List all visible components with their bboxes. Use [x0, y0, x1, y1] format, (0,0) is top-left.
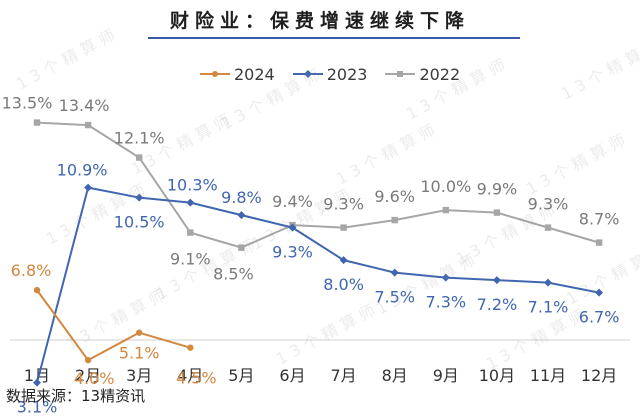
- data-label-2023: 9.3%: [272, 243, 313, 262]
- data-label-2024: 4.5%: [176, 369, 217, 388]
- x-tick-label: 3月: [126, 366, 152, 385]
- legend-item-2022: 2022: [385, 65, 460, 84]
- data-label-2023: 7.3%: [425, 293, 466, 312]
- point-2023: [544, 278, 552, 287]
- legend-swatch-2024: [200, 71, 230, 77]
- data-label-2022: 9.9%: [477, 180, 518, 199]
- point-2023: [339, 256, 348, 265]
- data-label-2023: 9.8%: [221, 188, 262, 207]
- point-2022: [595, 239, 603, 246]
- x-tick-label: 8月: [382, 366, 408, 385]
- point-2023: [237, 211, 246, 220]
- legend-label-2024: 2024: [234, 64, 275, 84]
- data-label-2024: 5.1%: [119, 344, 160, 363]
- data-label-2024: 4.0%: [74, 369, 115, 388]
- point-2023: [441, 273, 450, 282]
- point-2022: [391, 216, 398, 224]
- series-line-2022: [36, 121, 600, 249]
- point-2022: [238, 244, 245, 251]
- data-label-2023: 6.7%: [579, 308, 620, 327]
- data-label-2023: 7.2%: [477, 295, 518, 314]
- point-2023: [492, 276, 501, 285]
- point-2022: [442, 206, 449, 214]
- series-line-2023: [36, 186, 600, 383]
- x-tick-label: 5月: [228, 366, 254, 385]
- data-label-2022: 9.1%: [170, 250, 211, 269]
- data-label-2022: 8.5%: [213, 265, 254, 284]
- point-2022: [187, 229, 194, 236]
- data-label-2022: 9.6%: [374, 187, 415, 206]
- point-2023: [33, 378, 41, 387]
- data-label-2022: 13.4%: [59, 96, 110, 115]
- page-title: 财险业：保费增速继续下降: [169, 10, 470, 32]
- point-2023: [595, 288, 604, 297]
- data-label-2023: 10.3%: [167, 176, 218, 195]
- data-label-2022: 10.0%: [420, 177, 471, 196]
- point-2024: [187, 344, 194, 351]
- legend-item-2023: 2023: [292, 64, 368, 84]
- point-2022: [544, 224, 552, 231]
- data-label-2024: 6.8%: [11, 261, 52, 280]
- x-tick-label: 2月: [75, 366, 101, 385]
- x-tick-label: 1月: [24, 366, 50, 385]
- point-2023: [186, 198, 195, 207]
- x-tick-label: 9月: [433, 366, 459, 385]
- data-label-2022: 13.5%: [2, 94, 53, 113]
- series-line-2024: [36, 289, 191, 362]
- chart-legend: 2024 2023 2022: [200, 62, 460, 86]
- data-label-2022: 9.3%: [323, 195, 364, 214]
- x-tick-label: 11月: [530, 366, 566, 385]
- x-tick-label: 7月: [331, 366, 357, 385]
- title-underline: [148, 37, 520, 39]
- x-tick-label: 4月: [177, 366, 203, 385]
- data-label-2022: 9.3%: [528, 195, 569, 214]
- x-tick-label: 6月: [279, 366, 305, 385]
- data-label-2022: 8.7%: [579, 210, 620, 229]
- data-label-2022: 9.4%: [272, 192, 313, 211]
- data-label-2023: 3.1%: [17, 398, 58, 417]
- x-tick-label: 12月: [581, 366, 617, 385]
- legend-swatch-2023: [292, 70, 323, 78]
- data-label-2023: 10.5%: [114, 213, 165, 232]
- x-tick-label: 10月: [479, 366, 515, 385]
- point-2023: [390, 268, 399, 277]
- data-label-2023: 8.0%: [323, 275, 364, 294]
- data-label-2023: 7.1%: [528, 298, 569, 317]
- data-label-2022: 12.1%: [114, 129, 165, 148]
- point-2022: [493, 209, 501, 216]
- legend-swatch-2022: [385, 71, 416, 77]
- legend-label-2023: 2023: [326, 64, 368, 84]
- source-note: 数据来源：13精资讯: [6, 387, 146, 405]
- point-2024: [84, 356, 92, 364]
- point-2024: [33, 286, 41, 294]
- point-2022: [136, 154, 143, 161]
- legend-label-2022: 2022: [419, 64, 461, 84]
- point-2022: [84, 121, 92, 129]
- point-2023: [288, 223, 297, 232]
- data-label-2023: 7.5%: [374, 288, 415, 307]
- legend-item-2024: 2024: [200, 65, 275, 84]
- data-label-2023: 10.9%: [57, 161, 108, 180]
- point-2023: [135, 193, 144, 202]
- point-2024: [136, 329, 143, 336]
- point-2022: [340, 224, 347, 231]
- point-2023: [84, 183, 93, 192]
- point-2022: [33, 119, 41, 126]
